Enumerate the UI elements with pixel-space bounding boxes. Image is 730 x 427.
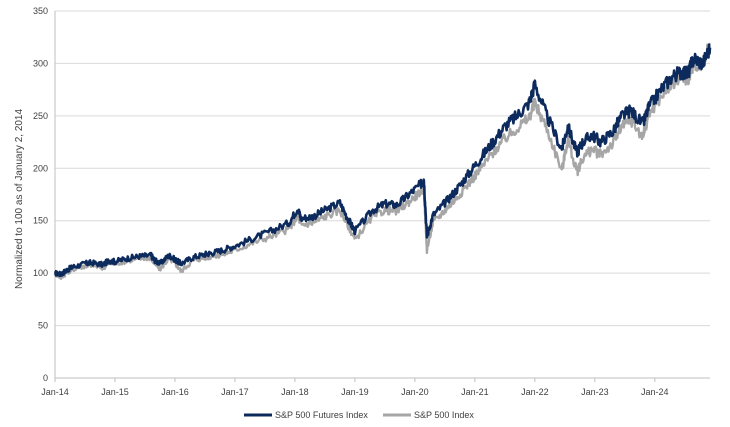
y-tick-labels: 0 50 100 150 200 250 300 350 xyxy=(33,6,48,383)
x-tick-label-8: Jan-22 xyxy=(521,387,549,397)
y-tick-label-100: 100 xyxy=(33,268,48,278)
legend: S&P 500 Futures Index S&P 500 Index xyxy=(244,410,474,420)
y-tick-label-0: 0 xyxy=(43,373,48,383)
series-line-futures xyxy=(54,43,712,277)
x-tick-label-7: Jan-21 xyxy=(461,387,489,397)
axes xyxy=(54,11,710,382)
legend-label-index: S&P 500 Index xyxy=(414,410,474,420)
series-line-index xyxy=(53,42,711,280)
y-tick-label-150: 150 xyxy=(33,216,48,226)
x-tick-label-5: Jan-19 xyxy=(341,387,369,397)
x-tick-label-6: Jan-20 xyxy=(401,387,429,397)
x-tick-label-10: Jan-24 xyxy=(641,387,669,397)
x-tick-label-4: Jan-18 xyxy=(281,387,309,397)
y-axis-label: Normalized to 100 as of January 2, 2014 xyxy=(14,109,25,290)
gridlines xyxy=(55,10,710,327)
x-tick-label-0: Jan-14 xyxy=(41,387,69,397)
y-tick-label-200: 200 xyxy=(33,163,48,173)
series-lines xyxy=(53,42,712,280)
x-tick-label-1: Jan-15 xyxy=(101,387,129,397)
x-tick-label-3: Jan-17 xyxy=(221,387,249,397)
legend-label-futures: S&P 500 Futures Index xyxy=(275,410,368,420)
x-tick-label-9: Jan-23 xyxy=(581,387,609,397)
y-tick-label-250: 250 xyxy=(33,111,48,121)
y-tick-label-300: 300 xyxy=(33,58,48,68)
y-tick-label-50: 50 xyxy=(38,321,48,331)
x-tick-label-2: Jan-16 xyxy=(161,387,189,397)
y-tick-label-350: 350 xyxy=(33,6,48,16)
x-tick-labels: Jan-14 Jan-15 Jan-16 Jan-17 Jan-18 Jan-19 Jan-… xyxy=(41,387,668,397)
